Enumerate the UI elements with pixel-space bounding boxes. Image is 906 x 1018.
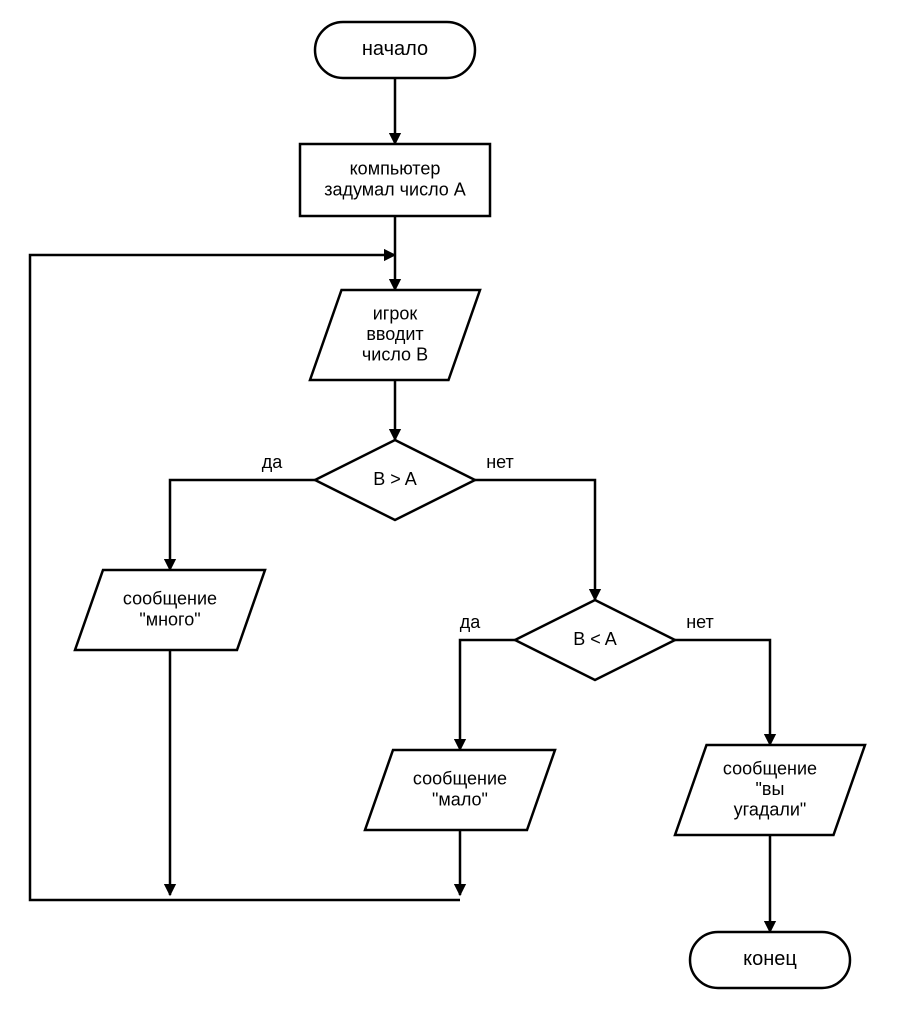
node-dec2: B < A [515,600,675,680]
nodes-group: начало компьютерзадумал число А игроквводи… [75,22,865,988]
node-end: конец [690,932,850,988]
flowchart-canvas: да нет да нет начало компьютерзадумал число А… [0,0,906,1018]
edge-dec1-yes [170,480,315,570]
edge-dec2-no [675,640,770,745]
label-dec1: B > A [373,469,417,489]
node-msg_few: сообщение"мало" [365,750,555,830]
node-dec1: B > A [315,440,475,520]
node-msg_much: сообщение"много" [75,570,265,650]
label-start: начало [362,38,428,60]
edge-label-dec2_yes: да [460,612,482,632]
edge-dec2-yes [460,640,515,750]
node-process: компьютерзадумал число А [300,144,490,216]
edge-dec1-no [475,480,595,600]
edge-label-dec2_no: нет [686,612,714,632]
label-end: конец [743,948,797,970]
edge-label-dec1_no: нет [486,452,514,472]
node-input: игроквводитчисло В [310,290,480,380]
label-dec2: B < A [573,629,617,649]
node-start: начало [315,22,475,78]
node-msg_win: сообщение"выугадали" [675,745,865,835]
edge-label-dec1_yes: да [262,452,284,472]
